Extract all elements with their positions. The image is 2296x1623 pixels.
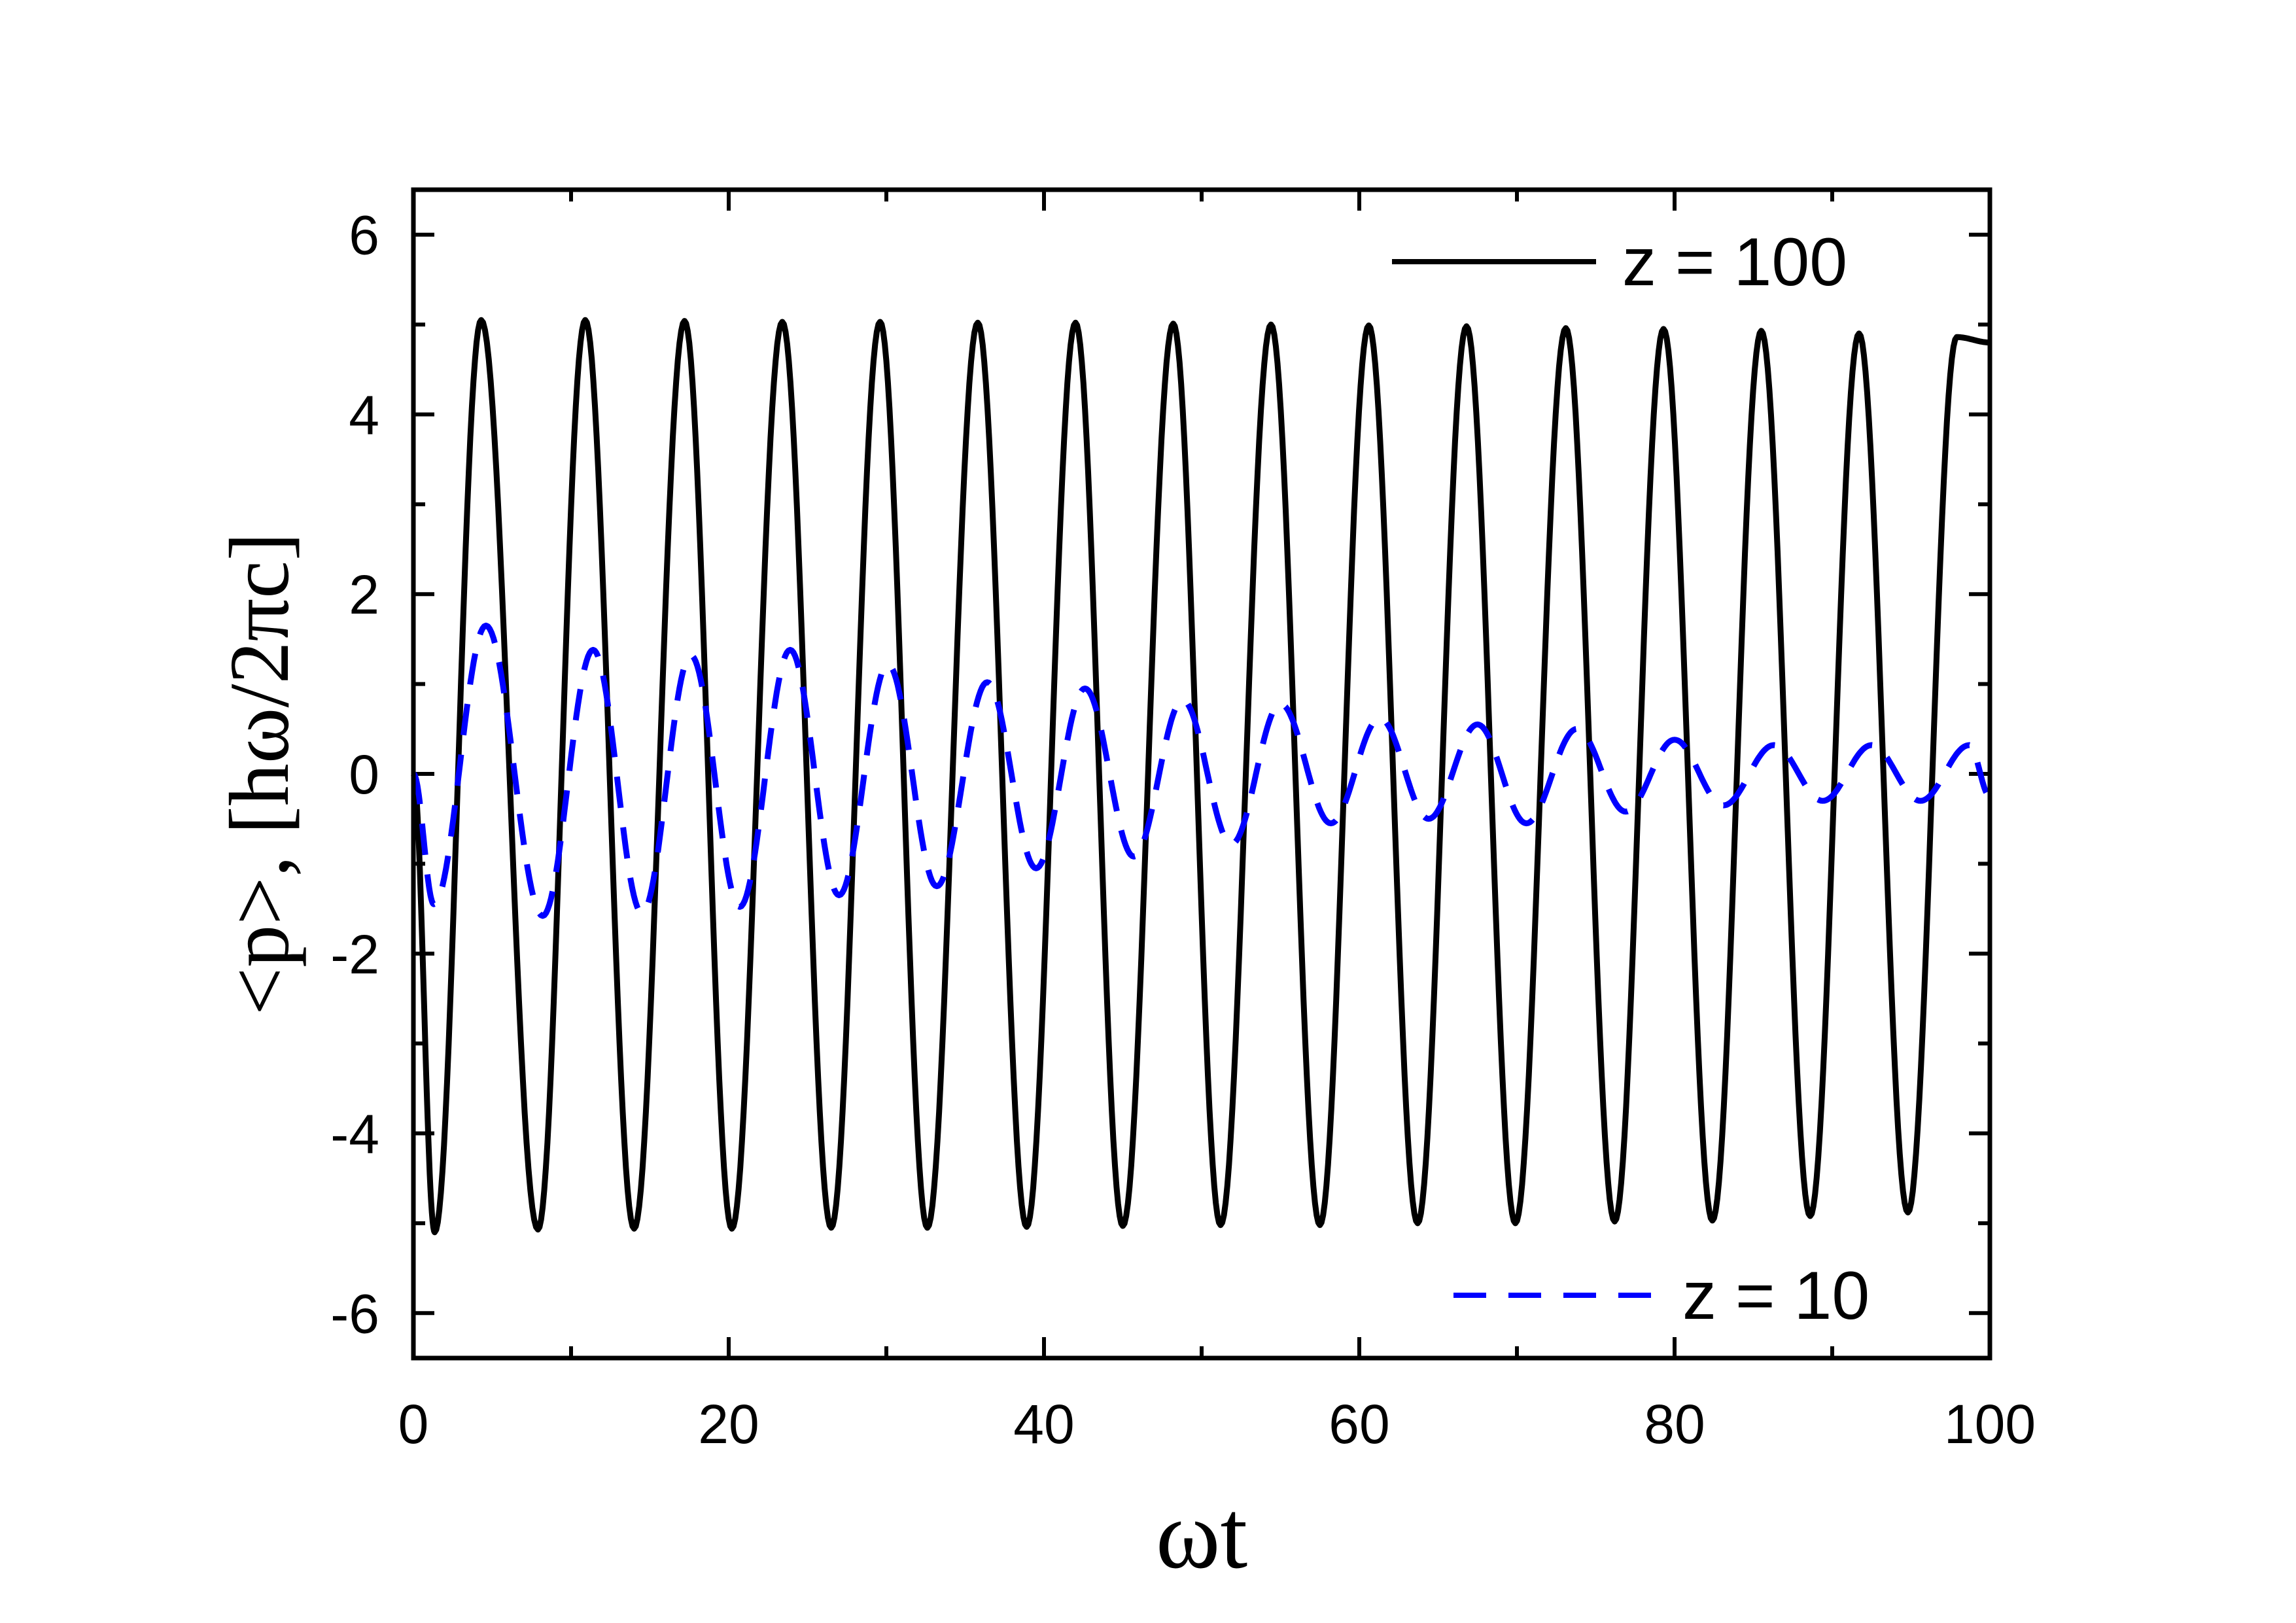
axis-ticks: 0 20 40 60 80 100 -6 -4 -2 0 2 4 6 (330, 190, 2036, 1455)
y-tick-label: -2 (330, 924, 379, 985)
legend-bottom: z = 10 (1453, 1258, 1870, 1334)
x-tick-label: 60 (1329, 1393, 1389, 1455)
x-tick-label: 80 (1644, 1393, 1705, 1455)
x-tick-label: 20 (698, 1393, 759, 1455)
y-tick-label: -4 (330, 1104, 379, 1165)
series-line-z10 (411, 622, 1992, 919)
x-tick-label: 40 (1013, 1393, 1074, 1455)
series-line-z100 (411, 317, 1992, 1236)
x-tick-label: 100 (1944, 1393, 2036, 1455)
legend-label-z100: z = 100 (1622, 224, 1847, 300)
legend-top: z = 100 (1392, 224, 1847, 300)
y-axis-title: <p>, [hω/2πc] (213, 532, 307, 1015)
y-tick-label: 4 (349, 384, 379, 445)
legend-label-z10: z = 10 (1682, 1258, 1870, 1334)
y-tick-label: 0 (349, 744, 379, 805)
series-lines (411, 317, 1992, 1236)
plot-frame (411, 187, 1992, 1361)
x-axis-title: ωt (1156, 1480, 1247, 1589)
x-tick-label: 0 (398, 1393, 429, 1455)
y-tick-label: -6 (330, 1283, 379, 1344)
y-tick-label: 6 (349, 205, 379, 266)
y-tick-label: 2 (349, 564, 379, 625)
